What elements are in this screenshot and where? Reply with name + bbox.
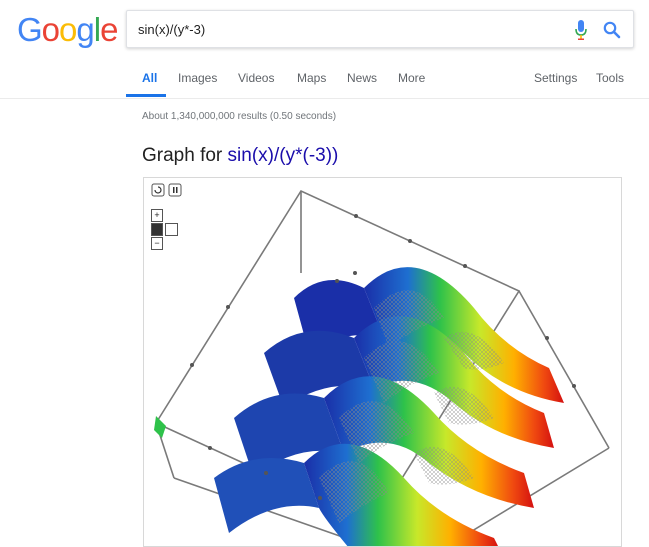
graph-viewer[interactable]: + −	[143, 177, 622, 547]
zoom-in-button[interactable]: +	[151, 209, 163, 222]
graph-expression-link[interactable]: sin(x)/(y*(-3))	[227, 145, 339, 166]
logo-letter-o1: o	[41, 11, 60, 48]
zoom-out-button[interactable]: −	[151, 237, 163, 250]
tab-maps[interactable]: Maps	[297, 71, 327, 85]
tab-images[interactable]: Images	[178, 71, 218, 85]
graph-title-prefix: Graph for	[142, 145, 228, 166]
camera-icon[interactable]	[151, 223, 163, 236]
search-icon[interactable]	[602, 20, 622, 40]
logo-letter-g: G	[17, 11, 43, 48]
axes-icon[interactable]	[165, 223, 178, 236]
active-tab-indicator	[126, 94, 166, 97]
mic-icon[interactable]	[574, 20, 588, 40]
tab-tools[interactable]: Tools	[596, 71, 625, 85]
graph-3d-canvas[interactable]	[144, 178, 622, 547]
reset-icon[interactable]	[151, 183, 165, 197]
google-logo[interactable]: Google	[17, 10, 118, 50]
logo-letter-e: e	[100, 11, 118, 48]
graph-title: Graph for sin(x)/(y*(-3))	[142, 145, 338, 167]
graph-axis-ticks	[190, 214, 576, 500]
search-input[interactable]	[138, 11, 558, 47]
tab-news[interactable]: News	[347, 71, 378, 85]
result-stats: About 1,340,000,000 results (0.50 second…	[142, 111, 337, 122]
graph-surface	[154, 267, 564, 546]
pause-icon[interactable]	[168, 183, 182, 197]
logo-letter-l: l	[93, 11, 101, 48]
search-tabs: All Images Videos Maps News More Setting…	[0, 70, 649, 98]
tab-all[interactable]: All	[142, 71, 158, 85]
tab-settings[interactable]: Settings	[534, 71, 578, 85]
logo-letter-o2: o	[59, 11, 77, 48]
search-box	[126, 10, 634, 48]
tab-videos[interactable]: Videos	[238, 71, 275, 85]
logo-letter-g2: g	[76, 11, 94, 48]
header: Google All Images Videos Maps News More …	[0, 0, 649, 99]
graph-controls	[151, 183, 182, 197]
tab-more[interactable]: More	[398, 71, 426, 85]
